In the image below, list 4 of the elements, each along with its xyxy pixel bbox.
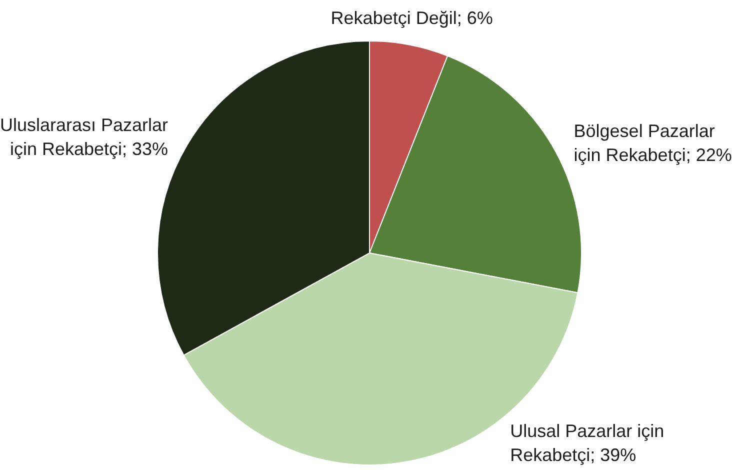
slice-label: Rekabetçi Değil; 6% [330,8,493,28]
slice-label: Bölgesel Pazarlar için Rekabetçi; 22% [574,121,732,166]
slice-label: Uluslararası Pazarlar için Rekabetçi; 33% [0,114,168,159]
slice-label: Ulusal Pazarlar için Rekabetçi; 39% [510,420,664,465]
